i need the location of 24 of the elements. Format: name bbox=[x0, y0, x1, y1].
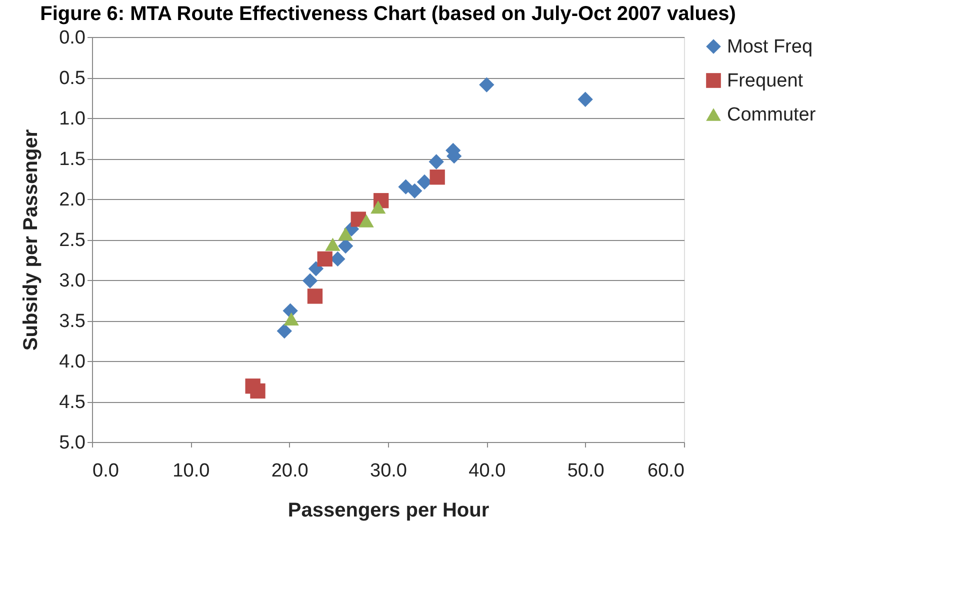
y-tick-label: 0.0 bbox=[59, 28, 86, 48]
y-tick-label: 1.0 bbox=[59, 108, 86, 130]
y-tick-label: 5.0 bbox=[59, 432, 86, 454]
x-tick-label: 40.0 bbox=[468, 460, 506, 482]
y-tick-label: 2.0 bbox=[59, 190, 86, 210]
y-tick-label: 0.5 bbox=[59, 68, 86, 89]
y-tick-label: 4.0 bbox=[59, 352, 86, 372]
x-tick-label: 50.0 bbox=[567, 460, 604, 482]
y-tick-label: 3.0 bbox=[59, 270, 86, 292]
x-tick-label: 20.0 bbox=[271, 460, 308, 482]
x-tick-label: 30.0 bbox=[370, 460, 407, 482]
y-tick-label: 2.5 bbox=[59, 230, 86, 251]
y-tick-label: 1.5 bbox=[59, 149, 86, 170]
chart-title: Figure 6: MTA Route Effectiveness Chart (based on July-Oct 2007 values) bbox=[40, 3, 736, 25]
y-tick-label: 3.5 bbox=[59, 311, 86, 332]
x-axis-title: Passengers per Hour bbox=[288, 500, 490, 522]
y-axis-title: Subsidy per Passenger bbox=[20, 129, 42, 351]
x-tick-label: 0.0 bbox=[92, 460, 119, 482]
legend-label: Commuter bbox=[727, 104, 816, 126]
legend-label: Frequent bbox=[727, 70, 804, 92]
legend-label: Most Freq bbox=[727, 36, 813, 58]
y-tick-label: 4.5 bbox=[59, 392, 86, 413]
x-tick-label: 10.0 bbox=[172, 460, 210, 482]
x-tick-label: 60.0 bbox=[648, 460, 684, 482]
